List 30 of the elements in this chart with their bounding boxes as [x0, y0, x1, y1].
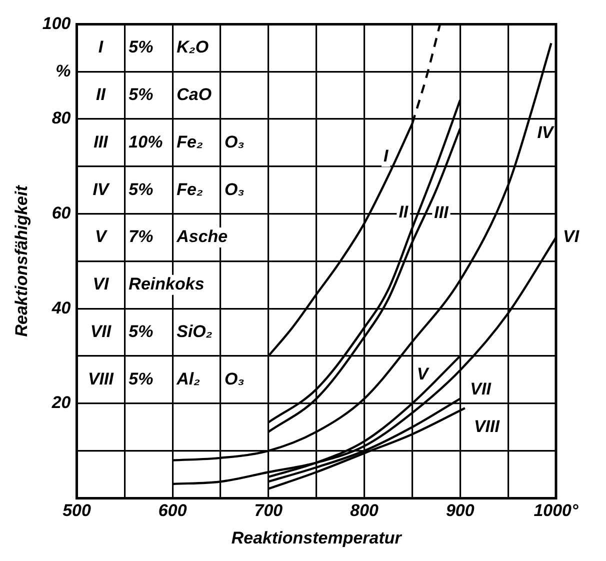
text: V 7% Asche [95, 227, 228, 246]
y-tick-label: 20 [50, 393, 72, 412]
text: IV 5% Fe₂ O₃ [92, 180, 244, 199]
series-label: II [398, 202, 410, 222]
text: VII 5% SiO₂ [90, 322, 212, 341]
series-label: I [384, 146, 390, 166]
x-tick-label: 900 [446, 501, 475, 520]
series-label: VIII [474, 416, 501, 436]
y-tick-label: % [56, 61, 71, 80]
text: VIII 5% Al₂ O₃ [88, 369, 244, 388]
y-tick-label: 100 [42, 14, 72, 33]
x-tick-label: 1000° [534, 501, 579, 520]
text: III 10% Fe₂ O₃ [94, 132, 244, 152]
series-label: V [416, 364, 430, 384]
series-label: VII [470, 379, 492, 398]
x-axis-title: Reaktionstemperatur [231, 528, 403, 548]
series-label: III [434, 203, 450, 222]
y-tick-label: 40 [50, 298, 72, 318]
series-label: IV [537, 122, 555, 142]
x-tick-label: 600 [158, 501, 188, 520]
x-tick-label: 500 [62, 501, 92, 520]
y-tick-label: 80 [52, 108, 72, 128]
text: I 5% K₂O [98, 38, 209, 57]
y-tick-label: 60 [52, 203, 72, 222]
x-tick-label: 700 [254, 501, 284, 520]
annotation: VI Reinkoks [92, 274, 204, 294]
y-axis-title: Reaktionsfähigkeit [12, 184, 31, 337]
x-tick-label: 800 [350, 501, 380, 520]
text: II 5% CaO [96, 84, 212, 104]
series-label: VI [563, 227, 580, 246]
